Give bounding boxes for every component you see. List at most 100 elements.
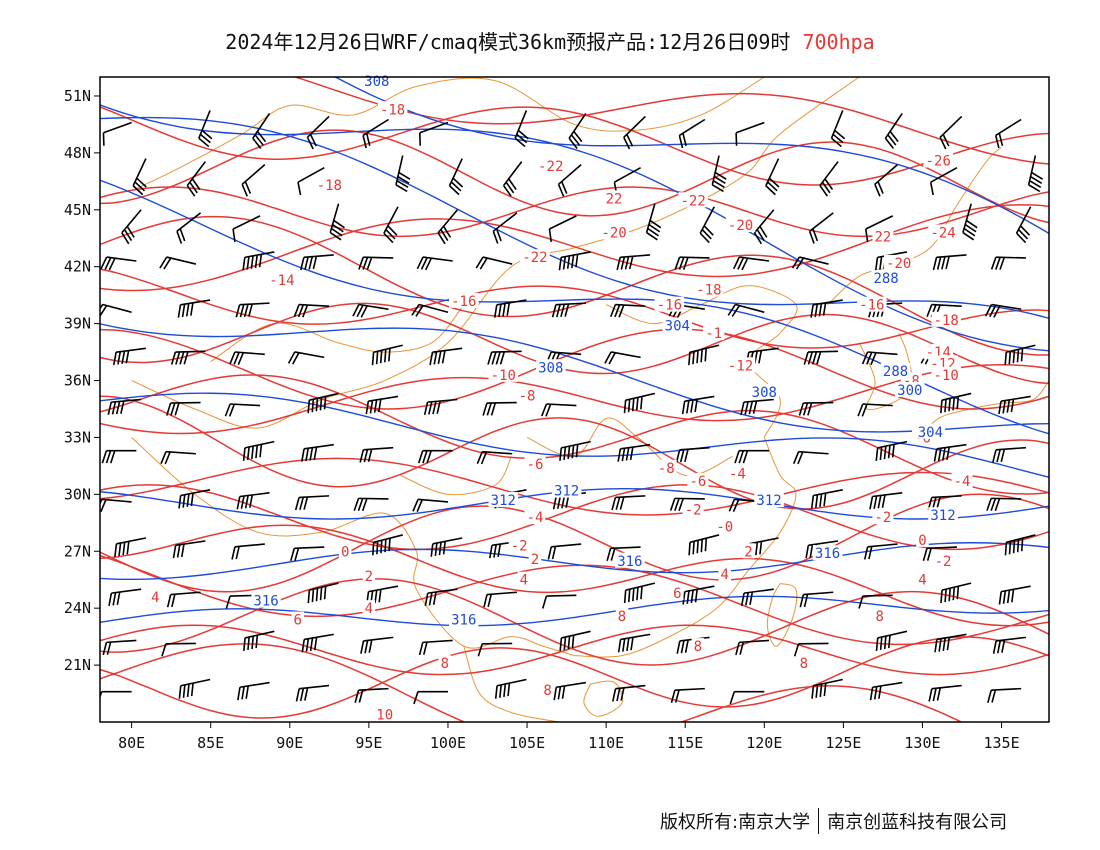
border-line — [400, 456, 512, 496]
temperature-label: -16 — [657, 298, 682, 314]
temperature-label-bg — [615, 607, 629, 623]
wind-barbs — [100, 110, 1044, 705]
lat-tick-label: 30N — [64, 485, 91, 503]
lat-tick-label: 48N — [64, 144, 91, 162]
wind-barb — [483, 591, 517, 608]
wind-barb — [986, 497, 1022, 512]
lon-tick-label: 125E — [825, 734, 861, 752]
wind-barb — [437, 209, 459, 245]
copyright-footer: 版权所有:南京大学 南京创蓝科技有限公司 — [660, 808, 1007, 834]
border-line — [858, 332, 913, 411]
temperature-label: -26 — [926, 153, 951, 169]
temperature-label: -10 — [934, 368, 959, 384]
temperature-label: 22 — [606, 191, 623, 207]
wind-barb — [1027, 155, 1044, 193]
lon-tick-label: 135E — [983, 734, 1019, 752]
temperature-label: -2 — [874, 510, 891, 526]
temperature-label: -18 — [380, 102, 405, 118]
wind-barb — [874, 164, 899, 197]
temperature-label-bg — [883, 254, 914, 270]
wind-barb — [362, 118, 389, 149]
temperature-label-bg — [541, 681, 554, 697]
wind-barb — [242, 251, 275, 271]
wind-barb — [616, 254, 651, 271]
wind-barb — [612, 684, 646, 702]
temperature-label: -2 — [935, 554, 952, 570]
wind-barb — [411, 303, 449, 317]
temperature-label: -18 — [317, 178, 342, 194]
height-label-bg — [812, 545, 843, 561]
wind-barb — [699, 206, 716, 244]
wind-barb — [300, 254, 334, 271]
temperature-label-bg — [928, 224, 958, 240]
border-line — [766, 583, 798, 647]
wind-barb — [417, 449, 453, 464]
lon-tick-label: 85E — [197, 734, 224, 752]
wind-barb — [307, 392, 339, 414]
wind-barb — [353, 497, 389, 512]
temperature-label: 4 — [520, 573, 528, 589]
wind-barb — [864, 215, 894, 243]
wind-barb — [541, 403, 577, 417]
temperature-label-bg — [524, 509, 546, 525]
temperature-label-bg — [694, 281, 724, 297]
temperature-contour — [100, 374, 1049, 495]
temperature-label: -24 — [930, 226, 955, 242]
wind-barb — [674, 256, 710, 270]
height-contour — [100, 116, 1049, 320]
wind-barb — [732, 256, 770, 271]
lat-tick-label: 45N — [64, 201, 91, 219]
height-label-bg — [749, 383, 780, 399]
wind-barb — [359, 446, 394, 463]
lon-tick-label: 95E — [355, 734, 382, 752]
wind-barb — [551, 302, 586, 318]
height-label: 288 — [873, 271, 898, 287]
wind-barb — [810, 299, 843, 318]
border-line — [131, 77, 765, 192]
height-label-bg — [871, 270, 901, 286]
temperature-label-bg — [923, 152, 954, 168]
border-line — [922, 380, 1049, 438]
temperature-label-bg — [857, 296, 887, 312]
wind-barb — [548, 215, 577, 243]
temperature-label-bg — [714, 518, 736, 534]
wind-barb — [132, 158, 147, 196]
wind-barb — [1004, 534, 1036, 556]
wind-barb — [477, 642, 513, 657]
copyright-left: 版权所有:南京大学 — [660, 812, 811, 833]
height-label: 316 — [253, 594, 278, 610]
wind-barb — [166, 591, 201, 608]
border-line — [827, 146, 1002, 306]
wind-barb — [994, 118, 1022, 149]
wind-barb — [735, 639, 770, 656]
wind-barb — [861, 351, 898, 365]
copyright-right: 南京创蓝科技有限公司 — [827, 812, 1008, 833]
wind-barb — [232, 215, 261, 243]
wind-barb — [372, 534, 403, 556]
border-line — [131, 437, 575, 657]
temperature-label-bg — [873, 607, 887, 623]
temperature-label-bg — [671, 585, 684, 600]
wind-barb — [476, 450, 513, 465]
height-contour — [100, 323, 1049, 433]
wind-barb — [740, 588, 774, 607]
temperature-label: -16 — [859, 298, 884, 314]
wind-barb — [558, 251, 591, 271]
lon-tick-label: 100E — [430, 734, 466, 752]
lat-tick-label: 27N — [64, 542, 91, 560]
wind-barb — [307, 582, 339, 604]
height-label-bg — [915, 423, 946, 439]
temperature-label: -8 — [519, 389, 536, 405]
height-contour — [100, 595, 1049, 627]
latitude-ticks: 51N 48N 45N 42N 39N 36N 33N 30N 27N 24N 21N — [64, 87, 100, 674]
temperature-label-bg — [654, 296, 685, 312]
wind-barb — [669, 497, 705, 512]
lon-tick-label: 105E — [509, 734, 545, 752]
wind-barb — [237, 681, 270, 701]
temperature-label-bg — [524, 456, 546, 471]
temperature-label-bg — [928, 355, 958, 371]
wind-barb — [998, 395, 1031, 415]
height-label-bg — [615, 552, 645, 568]
lon-tick-label: 120E — [746, 734, 782, 752]
